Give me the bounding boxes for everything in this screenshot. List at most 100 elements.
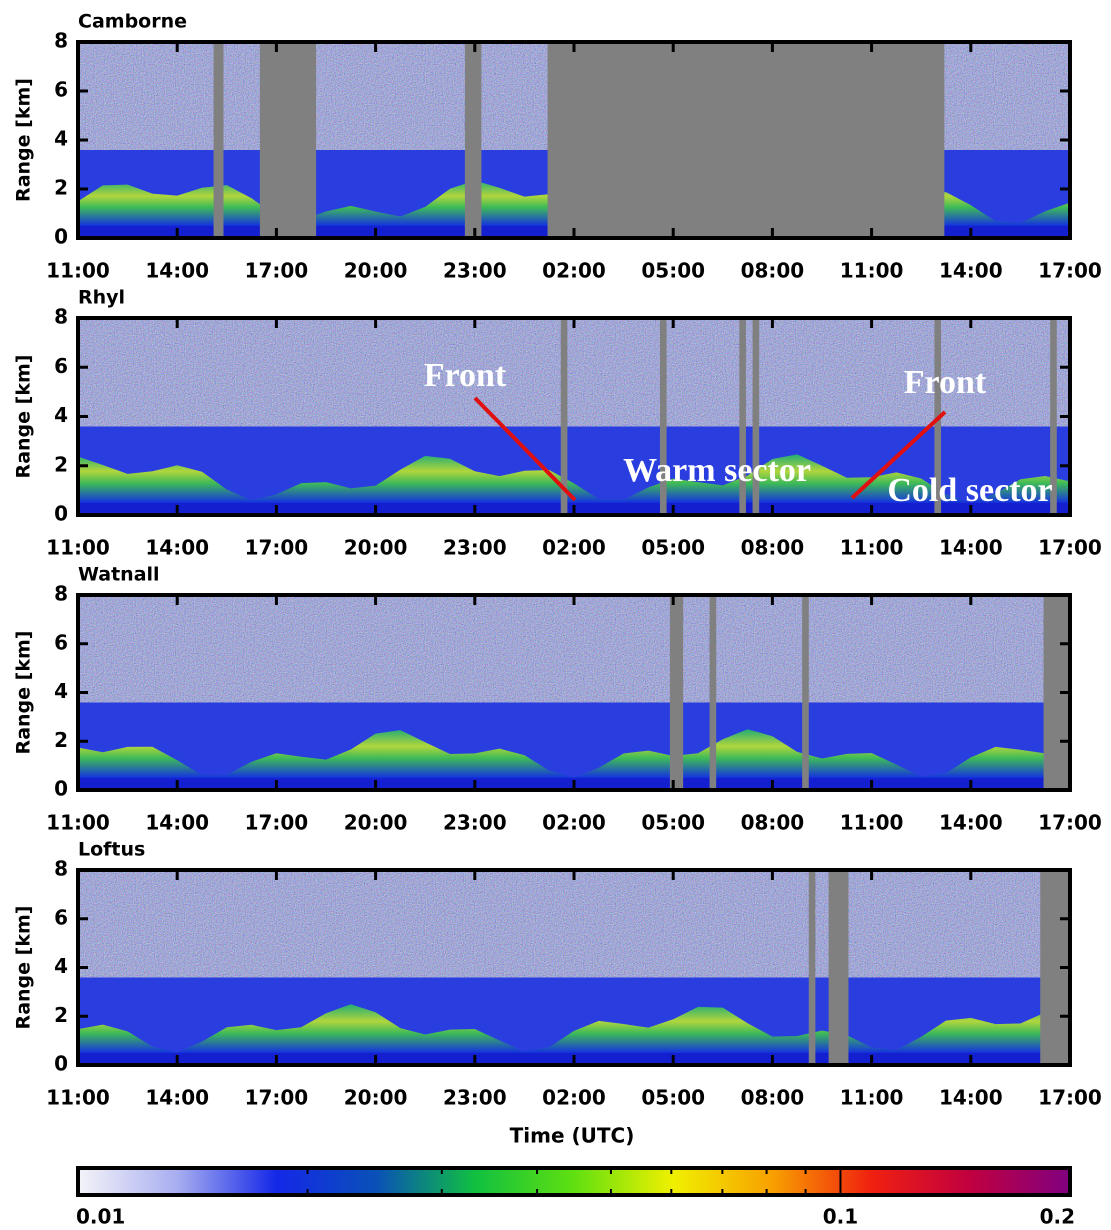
x-tick-label: 20:00 [344,1086,408,1110]
y-tick-label: 8 [54,857,68,881]
x-tick-label: 17:00 [245,259,309,283]
x-tick-label: 08:00 [741,1086,805,1110]
x-tick-label: 14:00 [145,536,209,560]
missing-data [213,42,224,238]
x-tick-label: 14:00 [939,811,1003,835]
missing-data [808,870,816,1065]
colorbar-tick-label: 0.2 [1040,1205,1075,1229]
y-tick-label: 4 [54,679,68,703]
front-line [850,410,947,500]
missing-data [464,42,482,238]
x-tick-label: 11:00 [840,811,904,835]
x-tick-label: 05:00 [641,811,705,835]
x-tick-label: 17:00 [1038,811,1102,835]
x-tick-label: 02:00 [542,259,606,283]
missing-data [802,595,809,790]
x-tick-label: 08:00 [741,259,805,283]
x-tick-label: 14:00 [939,536,1003,560]
missing-data [547,42,945,238]
cloud-layer [78,454,1070,503]
annotation: Cold sector [887,472,1052,509]
y-tick-label: 4 [54,127,68,151]
noise-field [78,595,1070,703]
noise-field [78,318,1070,427]
x-tick-label: 23:00 [443,259,507,283]
annotation: Front [424,357,507,394]
front-line [473,396,577,502]
missing-data [739,318,746,515]
x-tick-label: 17:00 [1038,536,1102,560]
x-tick-label: 20:00 [344,536,408,560]
x-tick-label: 02:00 [542,1086,606,1110]
y-tick-label: 4 [54,403,68,427]
x-tick-label: 11:00 [840,259,904,283]
x-tick-label: 14:00 [939,1086,1003,1110]
x-tick-label: 17:00 [245,811,309,835]
missing-data [669,595,684,790]
x-tick-label: 23:00 [443,811,507,835]
x-tick-label: 05:00 [641,1086,705,1110]
y-tick-label: 2 [54,728,68,752]
x-tick-label: 02:00 [542,811,606,835]
x-tick-label: 11:00 [46,259,110,283]
x-tick-label: 17:00 [1038,259,1102,283]
missing-data [709,595,717,790]
colorbar-tick-label: 0.1 [823,1205,858,1229]
x-tick-label: 17:00 [1038,1086,1102,1110]
plot-area [78,870,1070,1065]
x-tick-label: 14:00 [145,811,209,835]
plot-area [78,595,1070,790]
missing-data [752,318,760,515]
y-tick-label: 2 [54,452,68,476]
y-axis-label: Range [km] [13,631,35,755]
y-tick-label: 6 [54,78,68,102]
x-tick-label: 05:00 [641,536,705,560]
y-tick-label: 4 [54,954,68,978]
missing-data [560,318,568,515]
y-tick-label: 6 [54,905,68,929]
x-tick-label: 14:00 [145,1086,209,1110]
plot-area [78,318,1070,515]
x-tick-label: 17:00 [245,536,309,560]
cloud-layer [78,729,1070,778]
missing-data [828,870,849,1065]
x-tick-label: 14:00 [145,259,209,283]
y-tick-label: 6 [54,354,68,378]
x-tick-label: 20:00 [344,259,408,283]
y-tick-label: 2 [54,176,68,200]
annotation: Front [904,364,987,401]
colorbar-tick-label: 0.01 [76,1205,125,1229]
panel-title: Watnall [78,564,160,586]
plot-area [78,42,1070,238]
missing-data [1050,318,1057,515]
x-tick-label: 17:00 [245,1086,309,1110]
x-tick-label: 11:00 [840,1086,904,1110]
y-axis-label: Range [km] [13,355,35,479]
y-tick-label: 6 [54,630,68,654]
x-tick-label: 08:00 [741,536,805,560]
x-tick-label: 20:00 [344,811,408,835]
colorbar [76,1166,1072,1197]
y-tick-label: 8 [54,582,68,606]
y-tick-label: 0 [54,1052,68,1076]
x-tick-label: 05:00 [641,259,705,283]
y-tick-label: 0 [54,225,68,249]
missing-data [659,318,667,515]
annotation: Warm sector [623,452,811,489]
cloud-layer [78,1004,1070,1053]
panel-title: Rhyl [78,287,125,309]
noise-field [78,870,1070,978]
x-tick-label: 23:00 [443,536,507,560]
y-axis-label: Range [km] [13,78,35,202]
y-tick-label: 0 [54,777,68,801]
y-tick-label: 0 [54,502,68,526]
x-axis-label: Time (UTC) [510,1124,635,1148]
x-tick-label: 11:00 [46,811,110,835]
panel-title: Loftus [78,839,145,861]
y-tick-label: 8 [54,29,68,53]
x-tick-label: 11:00 [46,1086,110,1110]
y-axis-label: Range [km] [13,906,35,1030]
x-tick-label: 08:00 [741,811,805,835]
panel-title: Camborne [78,11,187,33]
